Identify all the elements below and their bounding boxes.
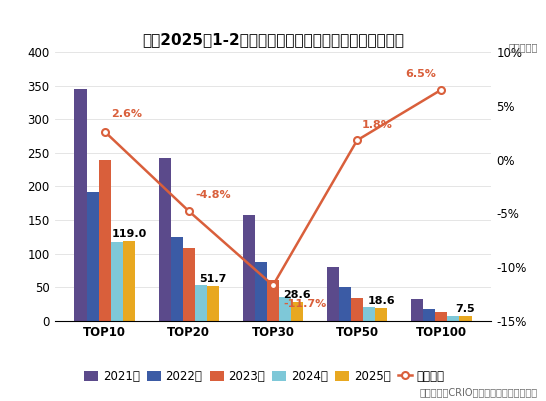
- Bar: [123, 241, 135, 321]
- Bar: [375, 308, 388, 321]
- Text: 2.6%: 2.6%: [111, 109, 143, 119]
- Bar: [195, 285, 207, 321]
- Bar: [435, 312, 447, 321]
- Bar: [111, 241, 123, 321]
- Bar: [339, 287, 351, 321]
- 同比变动: [102, 129, 108, 134]
- Bar: [74, 89, 87, 321]
- Bar: [158, 158, 171, 321]
- Bar: [351, 298, 363, 321]
- Text: 7.5: 7.5: [456, 304, 476, 314]
- Bar: [423, 309, 435, 321]
- Bar: [279, 297, 291, 321]
- Bar: [363, 307, 375, 321]
- 同比变动: [270, 283, 276, 288]
- Text: 18.6: 18.6: [367, 296, 395, 306]
- Text: 6.5%: 6.5%: [405, 69, 436, 79]
- Text: 数据来源：CRIO中国房地产决策咋询系统: 数据来源：CRIO中国房地产决策咋询系统: [420, 387, 538, 397]
- Text: 51.7: 51.7: [199, 274, 227, 284]
- Bar: [267, 281, 279, 321]
- Bar: [291, 302, 303, 321]
- Title: 图：2025年1-2月百强房企销售操盘金额入榜门槛及变动: 图：2025年1-2月百强房企销售操盘金额入榜门槛及变动: [142, 32, 404, 47]
- Bar: [243, 215, 255, 321]
- Legend: 2021年, 2022年, 2023年, 2024年, 2025年, 同比变动: 2021年, 2022年, 2023年, 2024年, 2025年, 同比变动: [79, 365, 449, 387]
- Bar: [459, 316, 472, 321]
- Bar: [171, 237, 183, 321]
- 同比变动: [186, 209, 192, 214]
- 同比变动: [438, 87, 444, 92]
- Bar: [87, 192, 99, 321]
- Bar: [99, 160, 111, 321]
- Text: -4.8%: -4.8%: [195, 190, 231, 200]
- Bar: [255, 262, 267, 321]
- Bar: [183, 248, 195, 321]
- Text: -11.7%: -11.7%: [283, 299, 327, 309]
- Text: 119.0: 119.0: [111, 229, 146, 239]
- Bar: [447, 316, 459, 321]
- Text: 1.8%: 1.8%: [362, 119, 393, 130]
- Text: 28.6: 28.6: [283, 290, 311, 300]
- Bar: [327, 267, 339, 321]
- Bar: [411, 299, 423, 321]
- Line: 同比变动: 同比变动: [101, 86, 445, 289]
- 同比变动: [354, 138, 360, 143]
- Text: 单位：亿元: 单位：亿元: [508, 42, 538, 52]
- Bar: [207, 286, 219, 321]
